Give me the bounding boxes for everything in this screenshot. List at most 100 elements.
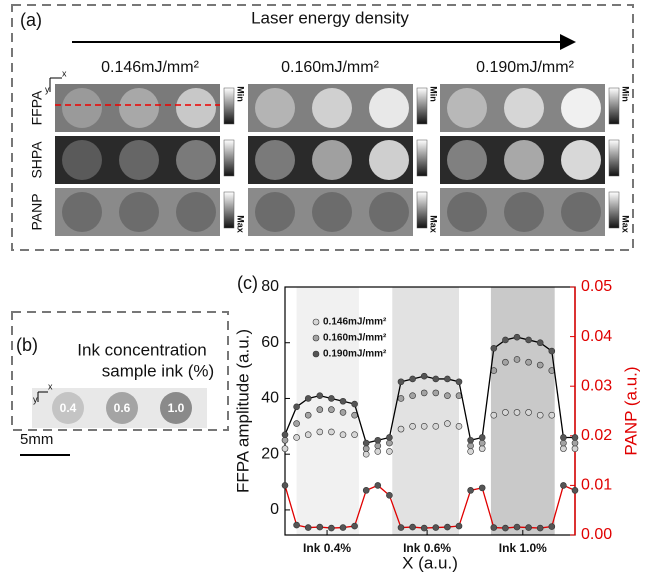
y-tick-label: 20 (261, 445, 279, 462)
colorbar (416, 87, 428, 125)
scale-bar-label: 5mm (20, 431, 53, 448)
data-point (455, 522, 463, 530)
legend-label: 0.190mJ/mm² (323, 349, 387, 360)
data-point (571, 487, 579, 494)
y-tick-label: 40 (261, 390, 279, 407)
data-point (374, 448, 382, 455)
data-point (548, 523, 556, 530)
sample-spot (62, 88, 102, 128)
data-point (397, 425, 405, 433)
data-point (362, 487, 370, 494)
panel-label: (a) (20, 10, 42, 30)
data-point (351, 522, 358, 530)
data-point (374, 436, 382, 444)
data-point (351, 431, 358, 438)
data-point (409, 375, 416, 383)
scale-max: Max (429, 215, 439, 233)
panel-b-frame (11, 311, 229, 431)
energy-label: 0.146mJ/mm² (101, 59, 199, 76)
panel-a-frame (11, 4, 634, 251)
sample-spot (160, 392, 192, 424)
energy-label: 0.160mJ/mm² (281, 59, 379, 76)
data-point (281, 445, 289, 452)
colorbar (608, 191, 620, 229)
data-point (490, 345, 498, 352)
data-point (281, 431, 289, 438)
y2-tick-label: 0.02 (581, 427, 612, 444)
row-label: FFPA (29, 90, 45, 125)
axis-marker (49, 77, 62, 92)
energy-label: 0.190mJ/mm² (476, 59, 574, 76)
sample-spot (312, 192, 352, 232)
legend-label: 0.160mJ/mm² (323, 333, 387, 344)
data-point (293, 521, 300, 529)
sample-label: 0.6 (114, 401, 131, 415)
data-point (560, 482, 567, 489)
axis-x: x (62, 68, 67, 78)
legend-marker (312, 350, 320, 358)
data-point (548, 411, 556, 419)
data-point (536, 411, 544, 419)
panel-label: (c) (237, 273, 258, 293)
y-tick-label: 60 (261, 334, 279, 351)
data-point (362, 450, 370, 458)
sample-spot (176, 192, 216, 232)
data-point (316, 406, 324, 413)
data-point (490, 524, 498, 531)
data-point (409, 392, 416, 399)
legend-marker (312, 334, 320, 342)
sample-spot (561, 88, 601, 128)
colorbar (223, 139, 235, 177)
row-label: SHPA (29, 141, 45, 179)
data-point (536, 339, 544, 347)
data-point (478, 434, 486, 441)
scale-min: Min (429, 86, 439, 102)
data-point (328, 428, 335, 436)
data-point (490, 411, 498, 419)
data-point (316, 392, 324, 399)
data-point (455, 378, 463, 386)
data-point (502, 409, 509, 416)
colorbar (416, 191, 428, 229)
data-point (467, 487, 474, 494)
axis-marker (37, 391, 48, 402)
sample-spot (176, 140, 216, 180)
data-point (478, 439, 486, 447)
y2-tick-label: 0.01 (581, 477, 612, 494)
sample-spot (447, 192, 487, 232)
sample-spot (561, 140, 601, 180)
data-point (502, 524, 509, 532)
data-point (386, 439, 393, 447)
panel-b-title: sample ink (%) (102, 361, 214, 380)
data-point (386, 434, 393, 441)
data-point (328, 395, 335, 402)
data-point (571, 445, 579, 452)
data-point (316, 523, 324, 531)
data-point (444, 375, 451, 383)
data-point (293, 434, 300, 441)
data-point (502, 336, 509, 344)
y-tick-label: 80 (261, 278, 279, 295)
legend-marker (312, 318, 320, 326)
axis-y: y (45, 84, 50, 94)
colorbar (223, 191, 235, 229)
sample-spot (106, 392, 138, 424)
data-point (420, 389, 428, 397)
shaded-region (490, 287, 555, 535)
y2-tick-label: 0.05 (581, 278, 612, 295)
data-point (339, 431, 347, 438)
data-point (432, 375, 440, 383)
data-point (478, 484, 486, 492)
data-point (420, 423, 428, 430)
data-point (513, 409, 521, 416)
sample-spot (447, 88, 487, 128)
y-tick-label: 0 (270, 501, 279, 518)
scale-max: Max (236, 215, 246, 233)
data-point (397, 378, 405, 386)
panel-label: (b) (16, 335, 38, 355)
data-point (420, 372, 428, 380)
data-point (386, 448, 393, 455)
colorbar (608, 139, 620, 177)
y2-tick-label: 0.04 (581, 328, 612, 345)
